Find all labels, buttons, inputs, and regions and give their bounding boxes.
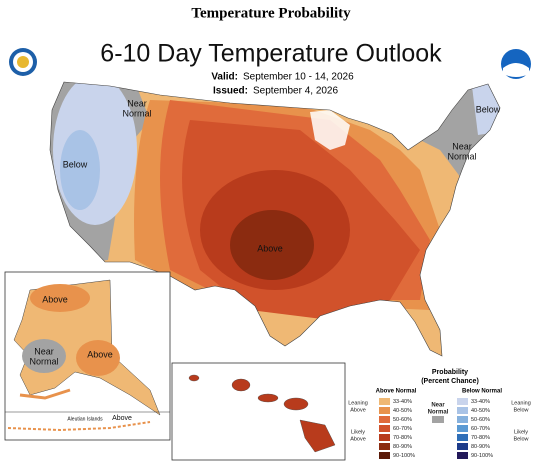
- region-label: Below: [476, 104, 501, 114]
- legend-swatch-below: [457, 434, 468, 441]
- region-label: Below: [63, 159, 88, 169]
- legend-side-label: Above: [350, 407, 366, 413]
- issued-label: Issued:: [213, 86, 248, 97]
- legend-swatch-above: [379, 443, 390, 450]
- legend-title: Probability: [432, 369, 468, 376]
- legend-above-header: Above Normal: [376, 389, 417, 395]
- legend-side-label: Leaning: [511, 400, 531, 406]
- region-label: Normal: [447, 151, 476, 161]
- region-label: Above: [42, 294, 68, 304]
- legend-range: 80-90%: [393, 444, 412, 450]
- aleutian-islands: [7, 421, 151, 432]
- legend-side-label: Below: [514, 407, 529, 413]
- legend-range: 90-100%: [471, 453, 493, 459]
- legend-range: 60-70%: [393, 426, 412, 432]
- legend-swatch-above: [379, 452, 390, 459]
- legend-range: 40-50%: [393, 408, 412, 414]
- legend-range: 33-40%: [471, 399, 490, 405]
- region-label: Aleutian Islands: [67, 416, 103, 422]
- legend-near-label: Normal: [428, 410, 449, 416]
- legend-swatch-below: [457, 452, 468, 459]
- legend-swatch-below: [457, 398, 468, 405]
- legend-range: 50-60%: [393, 417, 412, 423]
- legend-swatch-below: [457, 407, 468, 414]
- region-label: Normal: [29, 356, 58, 366]
- outlook-title: 6-10 Day Temperature Outlook: [100, 40, 442, 68]
- legend-subtitle: (Percent Chance): [421, 378, 479, 385]
- legend-swatch-above: [379, 398, 390, 405]
- legend-range: 40-50%: [471, 408, 490, 414]
- noaa-right-logo: [501, 49, 531, 79]
- legend-swatch-below: [457, 416, 468, 423]
- alaska-map: [13, 279, 161, 416]
- legend-side-label: Above: [350, 436, 366, 442]
- region-label: Above: [257, 243, 283, 253]
- legend-range: 90-100%: [393, 453, 415, 459]
- legend-range: 70-80%: [471, 435, 490, 441]
- hawaii-map: [188, 374, 336, 453]
- region-label: Above: [87, 349, 113, 359]
- issued-date: September 4, 2026: [253, 86, 338, 97]
- legend-swatch-below: [457, 425, 468, 432]
- legend-swatch-above: [379, 434, 390, 441]
- noaa-left-logo: [9, 48, 37, 76]
- legend-swatch-above: [379, 407, 390, 414]
- region-label: Near: [34, 346, 54, 356]
- legend-swatch-below: [457, 443, 468, 450]
- conus-map: [50, 82, 500, 356]
- region-label: Above: [112, 415, 132, 422]
- valid-date: September 10 - 14, 2026: [243, 72, 354, 83]
- legend-side-label: Below: [514, 436, 529, 442]
- legend-range: 33-40%: [393, 399, 412, 405]
- legend-side-label: Leaning: [348, 400, 368, 406]
- legend: Probability (Percent Chance) Above Normal B…: [348, 369, 531, 459]
- region-label: Near: [452, 141, 472, 151]
- legend-side-label: Likely: [351, 429, 365, 435]
- valid-label: Valid:: [211, 72, 238, 83]
- legend-near-label: Near: [431, 403, 445, 409]
- legend-swatch-above: [379, 416, 390, 423]
- legend-range: 50-60%: [471, 417, 490, 423]
- legend-range: 70-80%: [393, 435, 412, 441]
- page-title: Temperature Probability: [191, 5, 351, 21]
- legend-below-header: Below Normal: [462, 389, 502, 395]
- legend-swatch-above: [379, 425, 390, 432]
- region-labels: NearNormalBelowAboveBelowNearNormalAbove…: [29, 98, 500, 422]
- legend-range: 60-70%: [471, 426, 490, 432]
- region-label: Near: [127, 98, 147, 108]
- legend-side-label: Likely: [514, 429, 528, 435]
- legend-range: 80-90%: [471, 444, 490, 450]
- region-label: Normal: [122, 108, 151, 118]
- legend-swatch-near: [432, 416, 444, 423]
